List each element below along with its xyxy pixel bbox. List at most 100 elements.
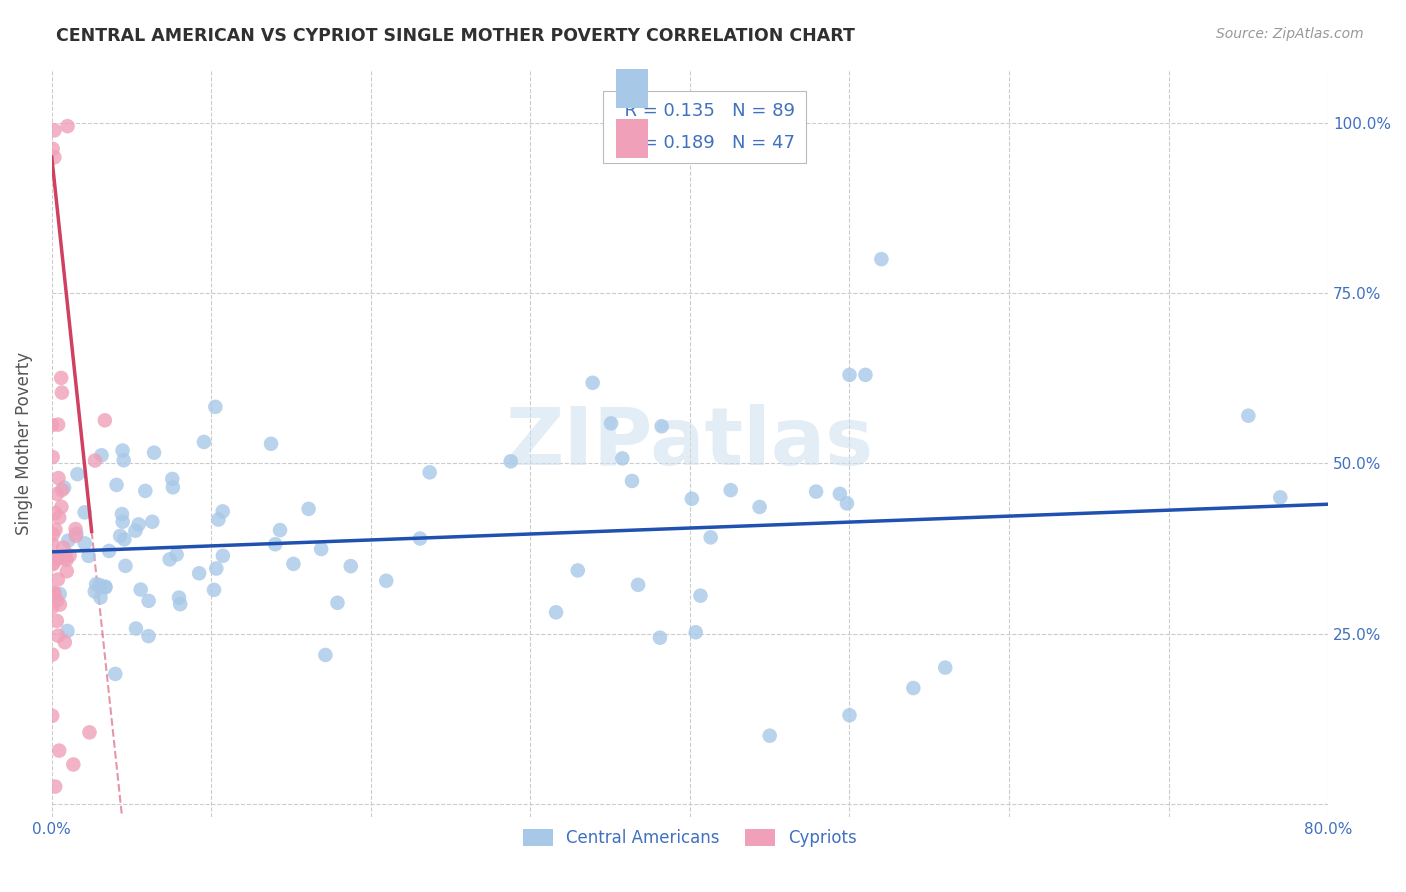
Point xyxy=(56,624,79,638)
Point xyxy=(41,537,63,551)
Point xyxy=(104,666,127,681)
Point xyxy=(52,541,75,555)
Point xyxy=(114,558,136,573)
Point xyxy=(264,537,287,551)
Point xyxy=(41,600,63,615)
Point xyxy=(66,467,89,482)
Point xyxy=(207,512,229,526)
Point xyxy=(188,566,211,581)
Y-axis label: Single Mother Poverty: Single Mother Poverty xyxy=(15,351,32,534)
Point xyxy=(138,629,160,643)
Point xyxy=(44,150,66,164)
Point xyxy=(681,491,703,506)
Point xyxy=(134,483,156,498)
Point xyxy=(45,614,67,628)
Point xyxy=(838,708,860,723)
Point xyxy=(89,591,111,605)
Point xyxy=(46,551,69,566)
Point xyxy=(129,582,152,597)
Point xyxy=(1270,491,1292,505)
Point xyxy=(934,660,956,674)
Point xyxy=(143,445,166,459)
Point xyxy=(44,523,66,537)
Point xyxy=(1237,409,1260,423)
Point xyxy=(260,437,283,451)
Point xyxy=(193,434,215,449)
Point xyxy=(567,563,589,577)
Point xyxy=(48,743,70,757)
Point xyxy=(55,550,77,565)
Point xyxy=(98,544,121,558)
Point xyxy=(44,780,66,794)
Point xyxy=(159,552,181,566)
Point xyxy=(204,400,226,414)
Point xyxy=(65,526,87,541)
Point xyxy=(167,591,190,605)
Point xyxy=(111,443,134,458)
Point xyxy=(49,598,72,612)
Point xyxy=(112,453,135,467)
Text: Source: ZipAtlas.com: Source: ZipAtlas.com xyxy=(1216,27,1364,41)
Point xyxy=(212,549,235,563)
Point xyxy=(62,757,84,772)
Text: R = 0.135   N = 89
  R = 0.189   N = 47: R = 0.135 N = 89 R = 0.189 N = 47 xyxy=(613,103,796,153)
Point xyxy=(124,524,146,538)
Point xyxy=(339,559,361,574)
Point xyxy=(44,506,66,520)
Point xyxy=(79,725,101,739)
Point xyxy=(627,578,650,592)
Point xyxy=(83,584,105,599)
Point xyxy=(855,368,877,382)
Point xyxy=(720,483,742,497)
Point xyxy=(46,629,69,643)
Legend: Central Americans, Cypriots: Central Americans, Cypriots xyxy=(516,822,863,854)
Point xyxy=(73,536,96,550)
Point xyxy=(309,541,332,556)
Point xyxy=(870,252,893,267)
Text: ZIPatlas: ZIPatlas xyxy=(506,404,875,482)
Point xyxy=(55,553,77,567)
Point xyxy=(651,419,673,434)
Point xyxy=(211,504,233,518)
Point xyxy=(51,385,73,400)
Point xyxy=(41,590,63,604)
Point xyxy=(41,708,63,723)
Point xyxy=(835,496,858,510)
FancyBboxPatch shape xyxy=(616,120,648,159)
Point xyxy=(162,480,184,494)
Point xyxy=(53,635,76,649)
Point xyxy=(620,474,643,488)
Point xyxy=(59,549,82,563)
Point xyxy=(94,413,117,427)
Point xyxy=(48,510,70,524)
Point xyxy=(53,481,76,495)
Point xyxy=(205,561,228,575)
Point xyxy=(903,681,925,695)
Point xyxy=(544,605,567,619)
Point xyxy=(44,123,66,137)
Point xyxy=(582,376,605,390)
Point xyxy=(748,500,770,514)
Point xyxy=(111,507,134,521)
Point xyxy=(51,500,73,514)
Point xyxy=(804,484,827,499)
Point xyxy=(41,142,63,156)
Point xyxy=(48,471,70,485)
Point xyxy=(138,594,160,608)
Point xyxy=(758,729,780,743)
Point xyxy=(77,549,100,563)
Point xyxy=(94,580,117,594)
Point xyxy=(326,596,349,610)
Point xyxy=(94,581,117,595)
Point xyxy=(108,529,131,543)
Point xyxy=(46,593,69,607)
Point xyxy=(84,453,107,467)
Point xyxy=(44,585,66,599)
Point xyxy=(499,454,522,468)
Point xyxy=(689,589,711,603)
Point xyxy=(612,451,634,466)
Point xyxy=(42,558,65,572)
Point xyxy=(42,586,65,600)
Point xyxy=(111,515,134,529)
Point xyxy=(699,530,721,544)
